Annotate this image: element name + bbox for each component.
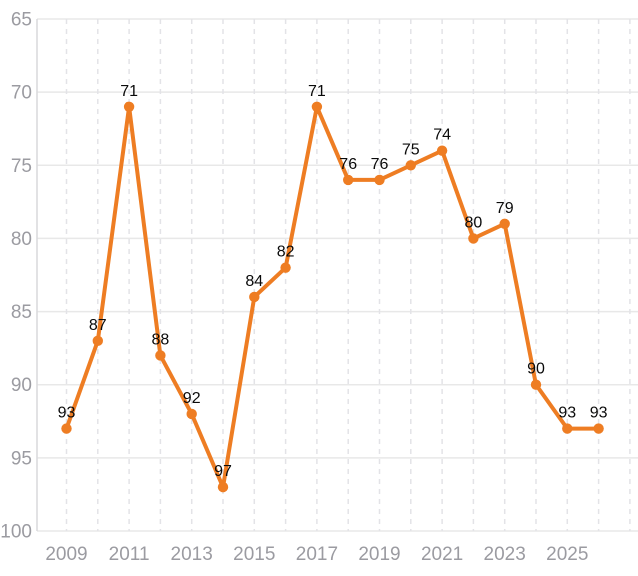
data-point-label: 76 [371, 156, 389, 173]
data-point-marker[interactable] [436, 145, 448, 156]
data-point-label: 71 [308, 83, 326, 100]
y-axis-tick-label: 95 [11, 448, 32, 469]
x-axis-tick-label: 2021 [421, 544, 463, 565]
y-axis-tick-label: 85 [11, 302, 32, 323]
data-point-marker[interactable] [155, 350, 166, 361]
x-axis-tick-label: 2009 [45, 544, 87, 565]
data-point-label: 75 [402, 141, 420, 158]
data-point-label: 93 [558, 405, 576, 422]
data-point-marker[interactable] [123, 101, 135, 112]
data-point-label: 87 [89, 317, 107, 334]
data-point-label: 92 [183, 390, 201, 407]
y-axis-tick-label: 65 [11, 10, 32, 31]
data-point-label: 82 [277, 244, 295, 261]
data-point-marker[interactable] [499, 218, 510, 229]
data-point-marker[interactable] [468, 233, 479, 244]
data-point-marker[interactable] [217, 481, 229, 493]
y-axis-tick-label: 100 [0, 522, 32, 543]
x-axis-tick-label: 2017 [296, 544, 338, 565]
data-point-label: 97 [214, 463, 232, 480]
data-point-marker[interactable] [92, 335, 104, 347]
x-axis-tick-label: 2023 [484, 544, 526, 565]
data-point-label: 88 [152, 331, 170, 348]
data-point-marker[interactable] [61, 423, 72, 434]
y-axis-tick-label: 90 [11, 375, 32, 396]
x-axis-tick-label: 2015 [233, 544, 275, 565]
data-point-marker[interactable] [249, 291, 260, 303]
data-point-marker[interactable] [593, 423, 604, 434]
data-point-label: 79 [496, 200, 514, 217]
data-point-label: 90 [527, 361, 545, 378]
data-line [64, 104, 601, 490]
data-point-marker[interactable] [311, 101, 323, 112]
y-axis-tick-label: 75 [11, 156, 32, 177]
y-axis-tick-label: 70 [11, 83, 32, 104]
data-point-label: 76 [339, 156, 357, 173]
data-point-label: 93 [58, 405, 76, 422]
data-point-label: 93 [590, 405, 608, 422]
data-point-label: 71 [120, 83, 138, 100]
data-point-marker[interactable] [343, 174, 354, 186]
x-axis-tick-label: 2011 [109, 544, 150, 565]
y-axis-tick-label: 80 [11, 229, 32, 250]
x-axis-tick-label: 2013 [171, 544, 213, 565]
data-point-marker[interactable] [280, 262, 291, 273]
x-axis-tick-label: 2025 [546, 544, 588, 565]
data-point-marker[interactable] [186, 408, 197, 420]
data-point-marker[interactable] [405, 160, 416, 171]
data-point-label: 80 [465, 214, 483, 231]
data-point-marker[interactable] [530, 379, 542, 390]
data-point-marker[interactable] [562, 423, 573, 434]
data-point-marker[interactable] [374, 174, 385, 186]
data-point-label: 74 [433, 127, 451, 144]
data-point-label: 84 [245, 273, 263, 290]
x-axis-tick-label: 2019 [358, 544, 400, 565]
